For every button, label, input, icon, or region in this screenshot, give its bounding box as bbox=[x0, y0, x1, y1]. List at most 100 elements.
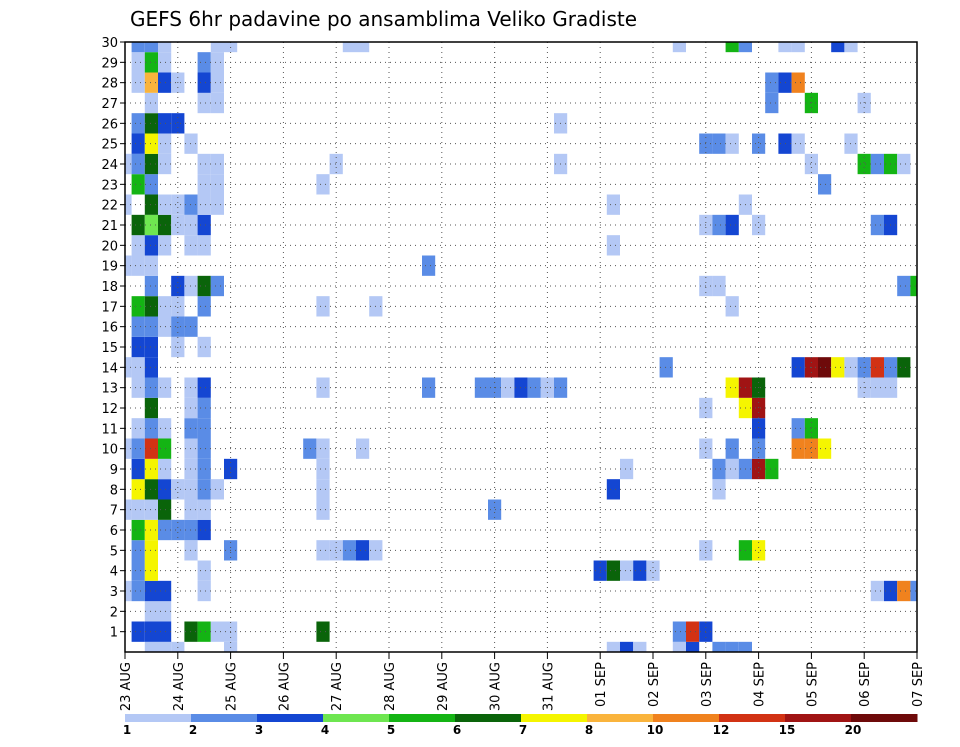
precip-cell bbox=[752, 133, 766, 154]
precip-cell bbox=[125, 194, 132, 215]
precip-cell bbox=[804, 438, 818, 459]
precip-cell bbox=[131, 42, 145, 53]
precip-cell bbox=[171, 479, 185, 500]
y-tick-label: 21 bbox=[101, 219, 118, 234]
precip-cell bbox=[210, 621, 224, 642]
precip-cell bbox=[144, 72, 158, 93]
precip-cell bbox=[144, 52, 158, 73]
precip-cell bbox=[131, 52, 145, 73]
precip-cell bbox=[210, 194, 224, 215]
precip-cell bbox=[712, 479, 726, 500]
precip-cell bbox=[620, 560, 634, 581]
colorbar-swatch bbox=[785, 714, 852, 722]
precip-cell bbox=[316, 458, 330, 480]
precip-cell bbox=[210, 72, 224, 93]
precip-cell bbox=[197, 458, 211, 480]
colorbar-level-label: 8 bbox=[585, 723, 593, 737]
y-tick-label: 18 bbox=[101, 280, 118, 295]
precip-cell bbox=[144, 641, 158, 652]
precip-cell bbox=[144, 560, 158, 581]
precip-cell bbox=[144, 479, 158, 500]
precip-cell bbox=[197, 194, 211, 215]
precip-cell bbox=[765, 72, 779, 93]
precip-cell bbox=[725, 377, 739, 398]
precip-cell bbox=[131, 255, 145, 276]
precip-cell bbox=[791, 133, 805, 154]
precip-cell bbox=[144, 92, 158, 114]
precip-cell bbox=[342, 42, 356, 53]
precip-cell bbox=[474, 377, 488, 398]
y-tick-label: 9 bbox=[110, 463, 118, 478]
precip-cell bbox=[144, 275, 158, 297]
precip-cells bbox=[125, 42, 917, 652]
colorbar-swatch bbox=[521, 714, 588, 722]
precip-cell bbox=[131, 540, 145, 561]
precip-cell bbox=[144, 113, 158, 134]
precip-cell bbox=[197, 621, 211, 642]
precip-cell bbox=[131, 316, 145, 337]
colorbar-level-label: 6 bbox=[453, 723, 461, 737]
y-tick-label: 30 bbox=[101, 36, 118, 51]
precip-cell bbox=[144, 133, 158, 154]
precip-cell bbox=[144, 519, 158, 541]
precip-cell bbox=[197, 479, 211, 500]
colorbar-swatch bbox=[653, 714, 720, 722]
precip-cell bbox=[686, 621, 700, 642]
colorbar-swatch bbox=[323, 714, 390, 722]
precip-cell bbox=[197, 275, 211, 297]
precip-cell bbox=[210, 174, 224, 195]
precip-cell bbox=[171, 296, 185, 317]
precip-cell bbox=[501, 377, 515, 398]
precip-cell bbox=[910, 275, 917, 297]
precip-cell bbox=[131, 438, 145, 459]
y-tick-label: 13 bbox=[101, 382, 118, 397]
precip-cell bbox=[844, 42, 858, 53]
y-tick-label: 29 bbox=[101, 56, 118, 71]
precip-cell bbox=[197, 52, 211, 73]
precip-cell bbox=[197, 336, 211, 358]
precip-cell bbox=[342, 540, 356, 561]
colorbar-level-label: 1 bbox=[123, 723, 131, 737]
y-tick-label: 4 bbox=[110, 565, 118, 580]
precip-cell bbox=[752, 540, 766, 561]
precip-cell bbox=[197, 560, 211, 581]
y-tick-label: 28 bbox=[101, 77, 118, 92]
y-tick-label: 6 bbox=[110, 524, 118, 539]
precip-cell bbox=[818, 357, 832, 378]
precip-cell bbox=[316, 621, 330, 642]
precip-cell bbox=[158, 438, 172, 459]
precip-cell bbox=[144, 621, 158, 642]
precip-cell bbox=[897, 153, 911, 175]
precip-cell bbox=[158, 52, 172, 73]
precip-cell bbox=[620, 458, 634, 480]
precip-cell bbox=[131, 377, 145, 398]
x-tick-label: 05 SEP bbox=[805, 662, 820, 707]
precip-cell bbox=[197, 214, 211, 236]
colorbar-level-label: 20 bbox=[845, 723, 862, 737]
precip-cell bbox=[725, 214, 739, 236]
precip-cell bbox=[356, 540, 370, 561]
precip-cell bbox=[606, 194, 620, 215]
y-tick-label: 23 bbox=[101, 178, 118, 193]
precip-cell bbox=[725, 42, 739, 53]
precip-cell bbox=[125, 438, 132, 459]
precip-cell bbox=[606, 560, 620, 581]
precip-cell bbox=[171, 194, 185, 215]
precip-cell bbox=[131, 336, 145, 358]
precip-cell bbox=[316, 479, 330, 500]
precip-cell bbox=[210, 479, 224, 500]
precip-cell bbox=[791, 42, 805, 53]
precip-cell bbox=[870, 580, 884, 602]
colorbar-swatch bbox=[587, 714, 654, 722]
precip-cell bbox=[144, 174, 158, 195]
precip-cell bbox=[125, 580, 132, 602]
precip-cell bbox=[672, 621, 686, 642]
precip-cell bbox=[316, 377, 330, 398]
precip-cell bbox=[712, 275, 726, 297]
colorbar-level-label: 4 bbox=[321, 723, 329, 737]
x-tick-label: 28 AUG bbox=[383, 662, 398, 711]
precip-cell bbox=[633, 560, 647, 581]
precip-cell bbox=[620, 641, 634, 652]
precip-cell bbox=[210, 92, 224, 114]
precip-cell bbox=[725, 296, 739, 317]
